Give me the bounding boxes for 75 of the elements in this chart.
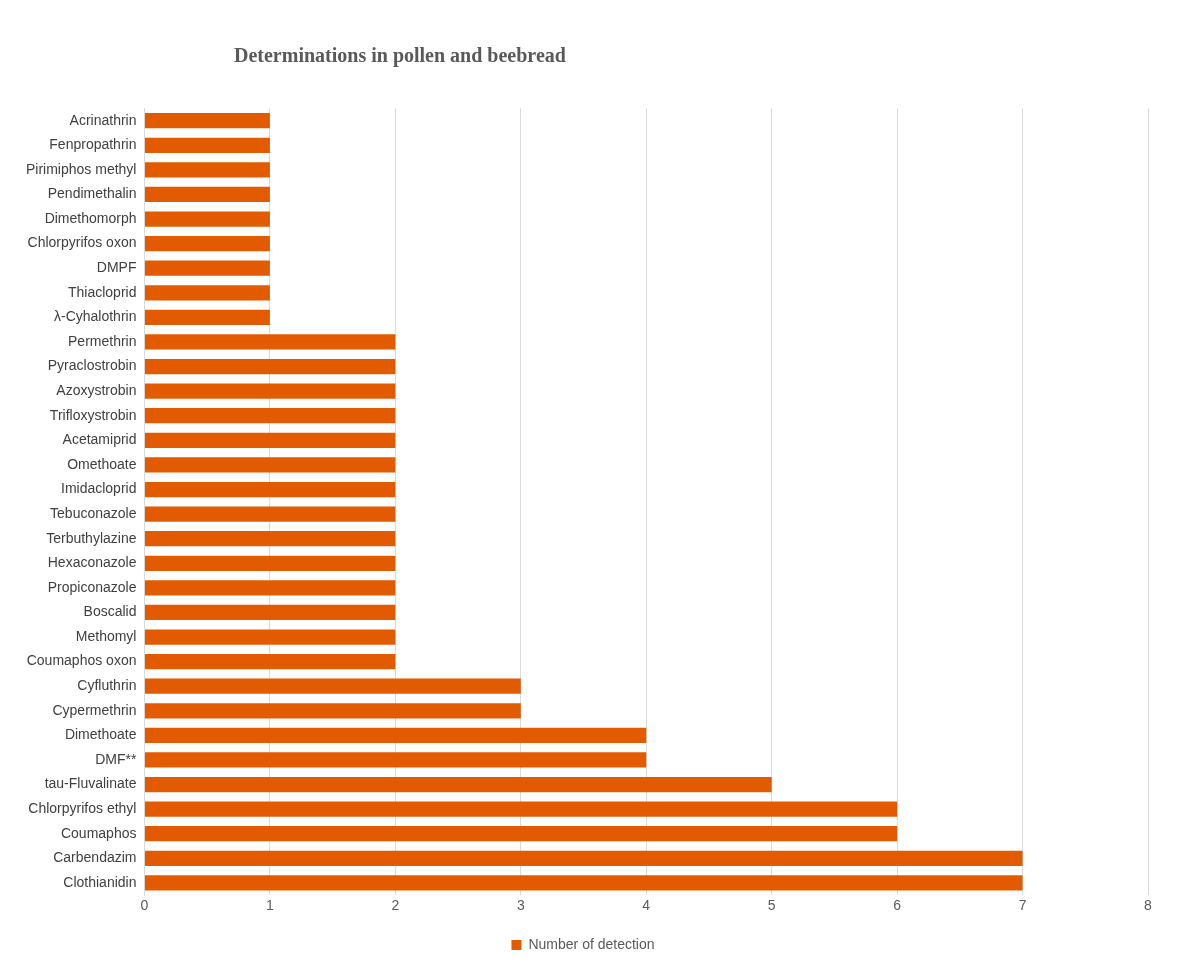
bar [144, 531, 396, 547]
x-tick-label: 6 [893, 897, 902, 914]
y-tick-label: Pyraclostrobin [47, 357, 137, 374]
y-tick-label: DMF** [95, 750, 138, 767]
y-tick-label: Permethrin [68, 332, 137, 349]
y-tick-label: Imidacloprid [60, 480, 137, 497]
chart-title: Determinations in pollen and beebread [233, 43, 567, 69]
y-tick-label: Azoxystrobin [56, 382, 137, 399]
bar [144, 432, 396, 448]
bar [144, 629, 396, 645]
x-tick-label: 4 [642, 897, 651, 914]
y-tick-label: λ-Cyhalothrin [53, 308, 137, 325]
y-tick-label: Hexaconazole [47, 554, 137, 571]
bar [144, 776, 772, 793]
bar [144, 678, 521, 694]
x-tick-label: 7 [1018, 897, 1027, 914]
x-tick-label: 8 [1144, 897, 1153, 914]
y-tick-label: Thiacloprid [67, 283, 137, 300]
bar [144, 113, 270, 129]
bar [144, 358, 396, 375]
bar [144, 875, 1023, 891]
bar [144, 260, 270, 276]
y-tick-label: Tebuconazole [50, 504, 137, 521]
y-tick-label: Clothianidin [63, 873, 137, 890]
bar [144, 137, 270, 153]
y-tick-label: Cypermethrin [52, 701, 137, 718]
y-tick-label: Terbuthylazine [46, 529, 137, 546]
bar [144, 826, 898, 842]
y-tick-label: Chlorpyrifos ethyl [28, 800, 137, 816]
y-tick-label: Acetamiprid [62, 431, 137, 448]
y-tick-label: DMPF [96, 259, 137, 276]
legend-label: Number of detection [528, 935, 655, 952]
y-tick-label: Pendimethalin [47, 185, 137, 202]
bar [144, 752, 647, 768]
y-tick-label: Methomyl [75, 627, 137, 644]
bar [144, 727, 647, 743]
bar [144, 211, 270, 227]
bar [144, 850, 1023, 866]
bar [144, 555, 396, 571]
y-tick-label: Fenpropathrin [49, 136, 137, 153]
x-tick-label: 3 [516, 897, 525, 914]
y-tick-label: Coumaphos oxon [26, 652, 137, 669]
bar [144, 186, 270, 203]
bar [144, 654, 396, 670]
y-tick-label: Pirimiphos methyl [25, 160, 137, 177]
y-tick-label: Chlorpyrifos oxon [27, 234, 137, 251]
y-tick-label: Cyfluthrin [77, 677, 137, 694]
y-tick-label: Propiconazole [47, 578, 137, 595]
bar [144, 604, 396, 621]
bar [144, 408, 396, 424]
bar [144, 801, 898, 817]
bar [144, 285, 270, 301]
x-tick-label: 1 [266, 897, 275, 914]
x-tick-label: 2 [391, 897, 400, 914]
bar [144, 703, 521, 719]
y-tick-label: Acrinathrin [69, 111, 137, 128]
bar [144, 580, 396, 596]
bar [144, 162, 270, 178]
bar [144, 334, 396, 350]
y-tick-label: Dimethoate [64, 726, 137, 743]
y-tick-label: Trifloxystrobin [49, 406, 137, 423]
x-tick-label: 5 [767, 897, 776, 914]
y-tick-label: Carbendazim [53, 849, 137, 866]
y-tick-label: Dimethomorph [44, 209, 137, 226]
y-tick-label: Omethoate [67, 455, 137, 472]
y-tick-label: tau-Fluvalinate [44, 775, 137, 792]
bar [144, 506, 396, 522]
bar [144, 309, 270, 326]
y-tick-label: Boscalid [83, 603, 137, 620]
bar [144, 236, 270, 252]
bar [144, 457, 396, 473]
bar [144, 383, 396, 399]
bar [144, 481, 396, 498]
x-tick-label: 0 [140, 897, 149, 914]
y-tick-label: Coumaphos [60, 824, 137, 841]
